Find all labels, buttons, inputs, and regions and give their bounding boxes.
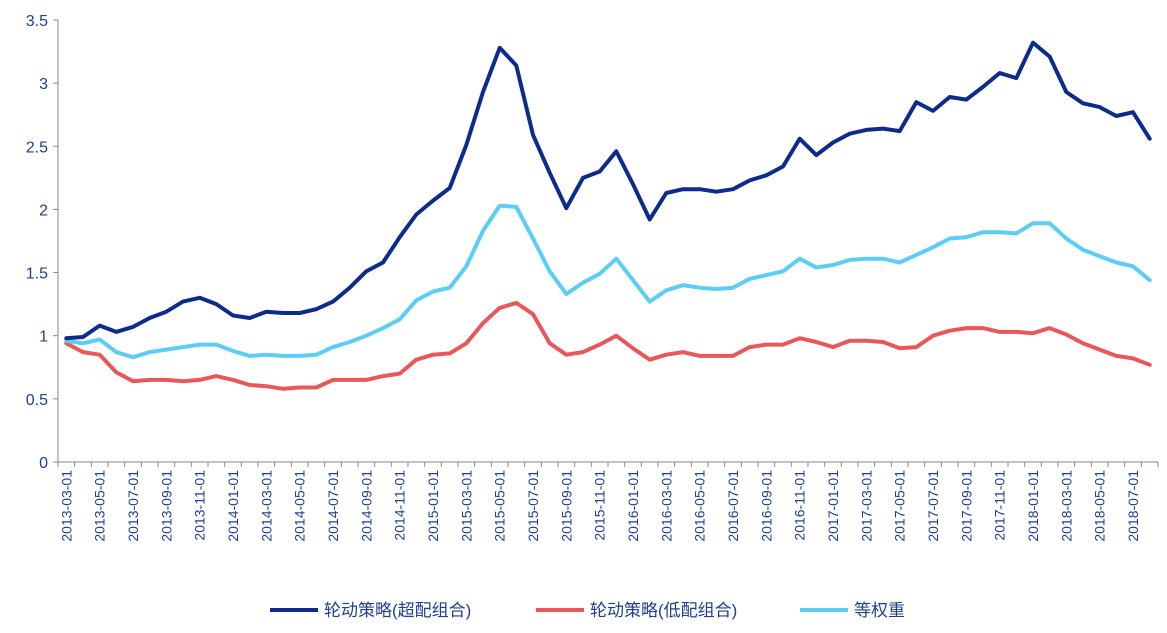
x-tick-label: 2013-07-01 xyxy=(125,470,141,542)
y-tick-label: 2.5 xyxy=(26,139,48,156)
x-tick-label: 2018-05-01 xyxy=(1092,470,1108,542)
x-tick-label: 2013-03-01 xyxy=(58,470,74,542)
x-tick-label: 2013-05-01 xyxy=(92,470,108,542)
x-tick-label: 2018-01-01 xyxy=(1025,470,1041,542)
series-line-1 xyxy=(64,300,1152,391)
x-tick-label: 2013-09-01 xyxy=(158,470,174,542)
x-tick-label: 2014-11-01 xyxy=(392,470,408,541)
x-tick-label: 2018-07-01 xyxy=(1125,470,1141,542)
legend-item-2: 等权重 xyxy=(800,601,905,620)
x-tick-label: 2017-01-01 xyxy=(825,470,841,542)
y-tick-label: 1 xyxy=(39,329,48,346)
y-tick-label: 0.5 xyxy=(26,392,48,409)
x-tick-label: 2015-09-01 xyxy=(558,470,574,542)
x-tick-label: 2014-07-01 xyxy=(325,470,341,542)
x-tick-label: 2015-01-01 xyxy=(425,470,441,542)
x-tick-label: 2018-03-01 xyxy=(1058,470,1074,542)
x-tick-label: 2015-07-01 xyxy=(525,470,541,542)
legend-label-2: 等权重 xyxy=(854,601,905,620)
x-tick-label: 2017-07-01 xyxy=(925,470,941,542)
x-axis-ticks: 2013-03-01 2013-05-01 2013-07-01 2013-09-01… xyxy=(57,462,1159,542)
series-lines xyxy=(64,40,1152,391)
x-tick-label: 2017-05-01 xyxy=(892,470,908,542)
x-tick-label: 2015-05-01 xyxy=(492,470,508,542)
x-tick-label: 2016-01-01 xyxy=(625,470,641,542)
x-tick-label: 2016-05-01 xyxy=(692,470,708,542)
y-axis-ticks: 0 0.5 1 1.5 2 2.5 3 3.5 xyxy=(26,13,58,472)
x-tick-label: 2016-03-01 xyxy=(658,470,674,542)
series-line-2 xyxy=(64,203,1152,360)
x-tick-label: 2013-11-01 xyxy=(192,470,208,541)
x-tick-label: 2017-03-01 xyxy=(858,470,874,542)
y-tick-label: 3 xyxy=(39,76,48,93)
y-tick-label: 3.5 xyxy=(26,13,48,30)
x-tick-label: 2014-03-01 xyxy=(258,470,274,542)
x-tick-label: 2014-09-01 xyxy=(358,470,374,542)
y-tick-label: 2 xyxy=(39,202,48,219)
x-tick-label: 2015-03-01 xyxy=(458,470,474,542)
legend-item-1: 轮动策略(低配组合) xyxy=(536,601,737,620)
x-tick-label: 2016-09-01 xyxy=(758,470,774,542)
x-tick-label: 2017-09-01 xyxy=(958,470,974,542)
x-tick-label: 2016-11-01 xyxy=(792,470,808,541)
x-tick-label: 2014-01-01 xyxy=(225,470,241,542)
y-tick-label: 0 xyxy=(39,455,48,472)
x-tick-label: 2015-11-01 xyxy=(592,470,608,541)
legend-item-0: 轮动策略(超配组合) xyxy=(270,601,471,620)
legend-label-1: 轮动策略(低配组合) xyxy=(590,601,737,620)
x-tick-label: 2016-07-01 xyxy=(725,470,741,542)
series-line-0 xyxy=(64,40,1152,341)
legend: 轮动策略(超配组合) 轮动策略(低配组合) 等权重 xyxy=(270,601,905,620)
y-tick-label: 1.5 xyxy=(26,266,48,283)
x-tick-label: 2017-11-01 xyxy=(992,470,1008,541)
legend-label-0: 轮动策略(超配组合) xyxy=(324,601,471,620)
x-tick-label: 2014-05-01 xyxy=(292,470,308,542)
